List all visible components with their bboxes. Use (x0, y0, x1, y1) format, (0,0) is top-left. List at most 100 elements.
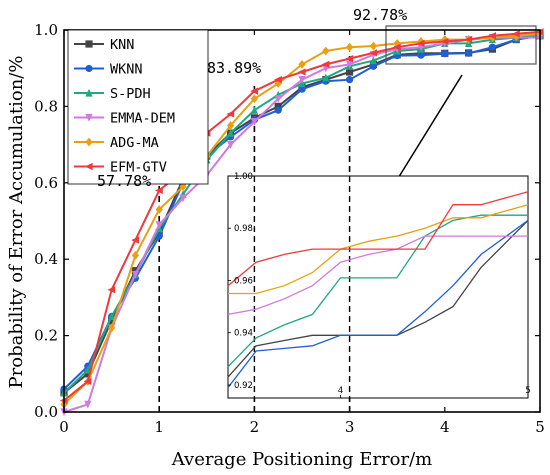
data-point-emma-dem (131, 270, 139, 279)
data-point-efm-gtv (416, 39, 425, 47)
data-point-adg-ma (322, 46, 330, 56)
inset-x-tick-label: 5 (525, 386, 530, 396)
data-point-s-pdh (227, 128, 235, 137)
x-tick-label: 3 (345, 418, 355, 436)
x-tick-label: 0 (59, 418, 69, 436)
data-point-s-pdh (108, 312, 116, 321)
y-tick-label: 0.0 (34, 403, 58, 421)
data-point-adg-ma (346, 42, 354, 52)
data-point-efm-gtv (297, 68, 306, 76)
zoom-connector-line (391, 74, 463, 189)
data-point-efm-gtv (512, 30, 520, 38)
data-point-s-pdh (369, 56, 377, 65)
inset-series-line-wknn (227, 219, 529, 388)
data-point-emma-dem (227, 141, 235, 149)
inset-series-line-emma-dem (227, 235, 528, 316)
data-point-wknn (298, 85, 306, 93)
legend-label-adg-ma: ADG-MA (110, 135, 159, 151)
data-point-wknn (417, 51, 425, 59)
annotation-label-1: 57.78% (97, 172, 151, 190)
inset-y-tick-label: 0.98 (234, 224, 253, 234)
data-point-efm-gtv (345, 55, 354, 63)
inset-y-tick-label: 1.00 (234, 172, 253, 182)
legend-marker-efm-gtv (84, 162, 93, 171)
data-point-wknn (441, 50, 449, 58)
x-tick-label: 4 (440, 418, 450, 436)
inset-series-line-efm-gtv (227, 191, 529, 287)
data-point-emma-dem (155, 221, 163, 230)
x-tick-label: 5 (535, 418, 545, 436)
data-point-efm-gtv (107, 286, 116, 294)
inset-y-tick-label: 0.92 (234, 381, 253, 391)
zoom-region-box (385, 25, 537, 65)
legend-marker-s-pdh (85, 88, 93, 97)
data-point-adg-ma (250, 94, 258, 104)
data-point-wknn (369, 62, 377, 70)
inset-frame (227, 175, 529, 399)
data-point-emma-dem (346, 60, 354, 69)
data-point-wknn (346, 76, 354, 84)
y-axis-title: Probability of Error Accumulation/% (6, 56, 27, 389)
legend-label-wknn: WKNN (110, 62, 143, 78)
data-point-s-pdh (322, 73, 330, 82)
data-point-efm-gtv (83, 377, 92, 386)
data-point-emma-dem (274, 95, 282, 103)
data-point-emma-dem (84, 400, 92, 409)
inset-y-tick-label: 0.96 (234, 276, 253, 286)
data-point-knn (108, 316, 116, 324)
data-point-knn (346, 68, 354, 76)
data-point-emma-dem (179, 194, 187, 203)
data-point-s-pdh (250, 106, 258, 114)
legend-label-s-pdh: S-PDH (110, 86, 151, 102)
y-tick-label: 0.4 (34, 250, 58, 268)
inset-series-line-s-pdh (227, 214, 528, 368)
data-point-knn (155, 228, 163, 237)
legend-marker-adg-ma (85, 137, 93, 147)
data-point-efm-gtv (274, 76, 282, 84)
y-tick-label: 0.8 (34, 97, 58, 115)
annotation-label-2: 83.89% (207, 59, 261, 77)
y-tick-label: 0.6 (34, 174, 58, 192)
data-point-wknn (274, 106, 282, 114)
data-point-emma-dem (250, 118, 258, 126)
y-tick-label: 0.2 (34, 327, 58, 345)
x-axis-title: Average Positioning Error/m (171, 449, 432, 470)
legend-label-emma-dem: EMMA-DEM (110, 111, 175, 127)
legend-marker-emma-dem (85, 113, 93, 122)
data-point-adg-ma (227, 121, 235, 130)
data-point-wknn (155, 232, 163, 240)
data-point-efm-gtv (393, 43, 401, 51)
inset-y-tick-label: 0.94 (234, 329, 253, 339)
inset-x-tick-label: 4 (338, 386, 343, 396)
data-point-efm-gtv (250, 87, 258, 95)
x-tick-label: 1 (154, 418, 164, 436)
data-point-wknn (488, 43, 496, 51)
legend-marker-wknn (85, 64, 93, 73)
data-point-adg-ma (179, 182, 187, 192)
y-tick-label: 1.0 (34, 21, 58, 39)
data-point-efm-gtv (155, 186, 163, 195)
data-point-efm-gtv (464, 35, 473, 44)
data-point-emma-dem (298, 76, 306, 84)
legend-marker-knn (85, 40, 93, 48)
data-point-adg-ma (274, 79, 282, 88)
inset-series-line-adg-ma (228, 204, 529, 295)
x-tick-label: 2 (250, 418, 260, 436)
data-point-adg-ma (155, 205, 163, 214)
data-point-efm-gtv (488, 32, 496, 40)
data-point-wknn (465, 49, 473, 57)
legend-label-efm-gtv: EFM-GTV (110, 160, 167, 176)
plot-frame (63, 29, 541, 413)
legend-box (67, 29, 209, 185)
data-point-adg-ma (298, 59, 306, 69)
data-point-knn (274, 102, 282, 110)
data-point-adg-ma (108, 323, 116, 333)
data-point-adg-ma (369, 41, 377, 51)
data-point-efm-gtv (131, 236, 139, 244)
data-point-efm-gtv (321, 60, 330, 68)
data-point-efm-gtv (369, 49, 377, 57)
data-point-adg-ma (131, 250, 139, 260)
data-point-efm-gtv (440, 37, 449, 46)
legend-label-knn: KNN (110, 37, 134, 53)
